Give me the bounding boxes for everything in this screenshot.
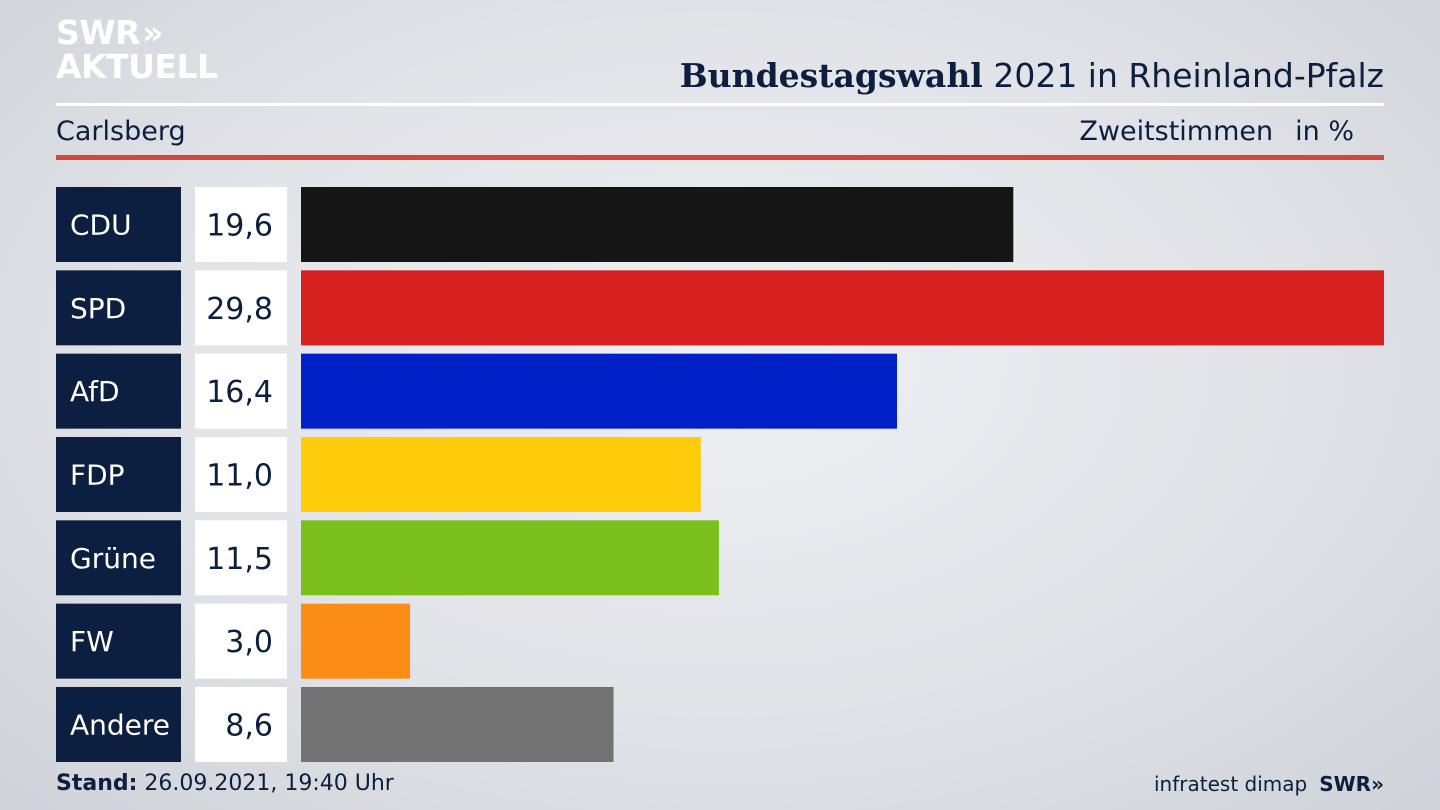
- bar-fdp: [301, 436, 701, 512]
- value-box-fdp: [195, 436, 287, 512]
- source-credit: infratest dimap SWR»: [1154, 772, 1384, 796]
- party-label-box-fw: [56, 603, 181, 679]
- swr-aktuell-logo: SWR» AKTUELL: [56, 16, 218, 84]
- measure-name: Zweitstimmen: [1079, 116, 1274, 147]
- party-label-box-fdp: [56, 436, 181, 512]
- bar-cdu: [301, 187, 1014, 262]
- value-label-andere: 8,6: [225, 708, 273, 743]
- party-label-afd: AfD: [70, 375, 120, 408]
- value-box-spd: [195, 270, 287, 346]
- bar-fw: [301, 603, 411, 679]
- party-label-spd: SPD: [70, 292, 126, 325]
- bar-gr-ne: [301, 520, 719, 596]
- timestamp-value: 26.09.2021, 19:40 Uhr: [137, 771, 394, 796]
- bar-afd: [301, 353, 898, 429]
- bar-spd: [301, 270, 1384, 346]
- chart-title-rest: 2021 in Rheinland-Pfalz: [982, 56, 1384, 95]
- footer-swr-logo: SWR»: [1319, 772, 1384, 796]
- chart-title-bold: Bundestagswahl: [679, 56, 983, 95]
- subheader-divider: [56, 155, 1384, 160]
- value-box-andere: [195, 686, 287, 762]
- value-label-fdp: 11,0: [206, 458, 273, 493]
- footer-chevron-icon: »: [1371, 772, 1384, 796]
- source-name: infratest dimap: [1154, 772, 1308, 796]
- timestamp-label: Stand:: [56, 771, 138, 796]
- party-label-box-afd: [56, 353, 181, 429]
- value-box-gr-ne: [195, 520, 287, 596]
- party-label-box-cdu: [56, 187, 181, 262]
- party-label-box-spd: [56, 270, 181, 346]
- value-label-cdu: 19,6: [206, 209, 273, 244]
- chart-title: Bundestagswahl 2021 in Rheinland-Pfalz: [680, 56, 1384, 95]
- party-label-fdp: FDP: [70, 458, 125, 491]
- measure-unit: in %: [1295, 116, 1354, 147]
- value-box-fw: [195, 603, 287, 679]
- footer-swr-text: SWR: [1319, 772, 1372, 796]
- logo-swr: SWR: [56, 13, 141, 52]
- value-label-fw: 3,0: [225, 625, 273, 660]
- timestamp: Stand: 26.09.2021, 19:40 Uhr: [56, 771, 394, 796]
- party-label-andere: Andere: [70, 708, 170, 741]
- party-label-box-gr-ne: [56, 520, 181, 596]
- value-label-spd: 29,8: [206, 292, 273, 327]
- party-label-cdu: CDU: [70, 209, 132, 242]
- value-box-afd: [195, 353, 287, 429]
- measure-label: Zweitstimmen in %: [1079, 116, 1354, 147]
- party-label-gr-ne: Grüne: [70, 542, 156, 575]
- value-label-gr-ne: 11,5: [206, 542, 273, 577]
- value-label-afd: 16,4: [206, 375, 273, 410]
- party-label-box-andere: [56, 686, 181, 762]
- header-divider: [56, 103, 1384, 106]
- value-box-cdu: [195, 187, 287, 262]
- location-label: Carlsberg: [56, 116, 186, 147]
- party-label-fw: FW: [70, 625, 114, 658]
- logo-aktuell: AKTUELL: [56, 47, 218, 86]
- bar-andere: [301, 686, 614, 762]
